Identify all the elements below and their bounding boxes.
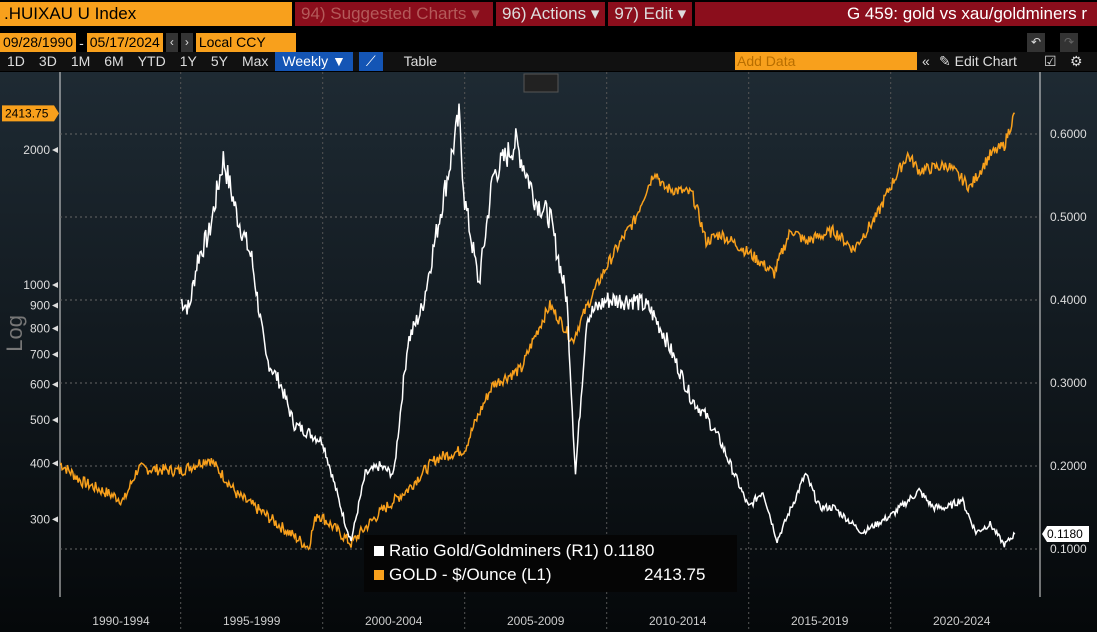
left-tick-label: 500 <box>30 413 50 427</box>
left-tick-mark <box>52 516 58 523</box>
x-tick-label: 2000-2004 <box>365 614 423 628</box>
chart-area: 1990-1994 1995-1999 2000-2004 2005-2009 2010… <box>0 72 1097 632</box>
frequency-select[interactable]: Weekly ▼ <box>275 52 353 71</box>
undo-icon[interactable]: ↶ <box>1027 33 1046 52</box>
left-tick-label: 300 <box>30 512 50 526</box>
left-tick-mark <box>52 302 58 309</box>
x-tick-label: 2015-2019 <box>791 614 849 628</box>
legend-ratio-name: Ratio Gold/Goldminers (R1) <box>389 541 599 560</box>
edit-chart-button[interactable]: ✎ Edit Chart <box>939 53 1017 69</box>
gold-series-line <box>60 112 1015 551</box>
prev-button[interactable]: ‹ <box>165 33 178 52</box>
left-tick-mark <box>52 351 58 358</box>
left-tick-label: 600 <box>30 377 50 391</box>
right-tick-label: 0.6000 <box>1050 127 1087 141</box>
right-tick-label: 0.1000 <box>1050 542 1087 556</box>
ratio-swatch <box>374 546 384 556</box>
add-data-input[interactable]: Add Data <box>735 52 917 70</box>
right-tick-label: 0.2000 <box>1050 459 1087 473</box>
left-tick-mark <box>52 460 58 467</box>
period-ytd[interactable]: YTD <box>137 53 166 69</box>
left-tick-mark <box>52 381 58 388</box>
chart-type-button <box>523 73 559 93</box>
left-tick-label: 1000 <box>23 278 50 292</box>
left-tick-mark <box>52 282 58 288</box>
x-tick-label: 1990-1994 <box>92 614 150 628</box>
left-tick-mark <box>52 325 58 332</box>
period-1m[interactable]: 1M <box>70 53 91 69</box>
period-6m[interactable]: 6M <box>104 53 124 69</box>
edit-chart-label: Edit Chart <box>954 53 1017 69</box>
period-1d[interactable]: 1D <box>7 53 25 69</box>
currency-select[interactable]: Local CCY <box>195 33 296 52</box>
right-tick-label: 0.4000 <box>1050 293 1087 307</box>
redo-icon[interactable]: ↷ <box>1060 33 1079 52</box>
annotate-icon[interactable]: ☑ <box>1044 53 1057 69</box>
gold-last-value-tag <box>2 105 59 122</box>
collapse-icon[interactable]: « <box>922 53 930 69</box>
right-tick-label: 0.3000 <box>1050 376 1087 390</box>
next-button[interactable]: › <box>180 33 193 52</box>
period-max[interactable]: Max <box>241 53 269 69</box>
ratio-last-value-label: 0.1180 <box>1047 527 1083 541</box>
legend-item-ratio: Ratio Gold/Goldminers (R1) 0.1180 <box>374 539 727 563</box>
legend-item-gold: GOLD - $/Ounce (L1) 2413.75 <box>374 563 727 587</box>
legend-ratio-value: 0.1180 <box>603 541 655 560</box>
suggested-charts-menu[interactable]: 94) Suggested Charts ▾ <box>295 2 493 26</box>
left-tick-label: 700 <box>30 347 50 361</box>
title-bar: .HUIXAU U Index 94) Suggested Charts ▾ 9… <box>0 2 1097 26</box>
log-axis-label: Log <box>2 315 27 352</box>
left-tick-mark <box>52 147 58 154</box>
line-chart-icon[interactable]: ⟋ <box>358 52 383 71</box>
period-3d[interactable]: 3D <box>38 53 57 69</box>
settings-gear-icon[interactable]: ⚙ <box>1070 53 1083 69</box>
x-tick-label: 1995-1999 <box>223 614 281 628</box>
left-tick-label: 400 <box>30 456 50 470</box>
start-date-input[interactable]: 09/28/1990 <box>0 33 77 52</box>
legend-gold-name: GOLD - $/Ounce (L1) <box>389 565 552 584</box>
date-controls: 09/28/1990 - 05/17/2024 ‹ › Local CCY <box>0 33 296 52</box>
end-date-input[interactable]: 05/17/2024 <box>86 33 163 52</box>
ticker-field[interactable]: .HUIXAU U Index <box>0 2 292 26</box>
x-tick-label: 2010-2014 <box>649 614 707 628</box>
legend-gold-value: 2413.75 <box>644 565 706 584</box>
actions-menu[interactable]: 96) Actions ▾ <box>496 2 606 26</box>
legend: Ratio Gold/Goldminers (R1) 0.1180 GOLD - … <box>364 535 737 592</box>
left-tick-label: 800 <box>30 321 50 335</box>
gold-swatch <box>374 570 384 580</box>
x-tick-label: 2005-2009 <box>507 614 565 628</box>
left-tick-mark <box>52 416 58 423</box>
period-1y[interactable]: 1Y <box>179 53 197 69</box>
date-dash: - <box>79 34 84 51</box>
gold-last-value-label: 2413.75 <box>5 106 49 120</box>
table-button[interactable]: Table <box>403 53 438 69</box>
toolbar: 1D 3D 1M 6M YTD 1Y 5Y Max Weekly ▼ ⟋ Tab… <box>0 52 1097 71</box>
ratio-last-value-tag <box>1042 526 1089 543</box>
chart-svg: 1990-1994 1995-1999 2000-2004 2005-2009 2010… <box>2 72 1089 632</box>
ratio-series-line <box>180 103 1016 548</box>
x-tick-label: 2020-2024 <box>933 614 991 628</box>
left-tick-label: 900 <box>30 299 50 313</box>
chart-title: G 459: gold vs xau/goldminers r <box>695 2 1097 26</box>
edit-menu[interactable]: 97) Edit ▾ <box>608 2 693 26</box>
right-tick-label: 0.5000 <box>1050 210 1087 224</box>
left-tick-label: 2000 <box>23 143 50 157</box>
period-5y[interactable]: 5Y <box>210 53 228 69</box>
